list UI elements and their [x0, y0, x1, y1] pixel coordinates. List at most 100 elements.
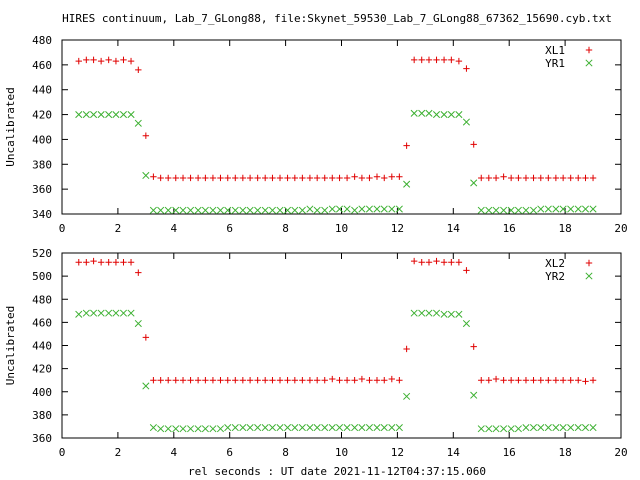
data-point: [425, 109, 433, 117]
data-point: [157, 174, 164, 182]
data-point: [432, 111, 441, 119]
data-point: [328, 424, 336, 432]
data-point: [515, 174, 522, 182]
data-point: [83, 56, 90, 64]
data-point: [112, 111, 120, 119]
y-tick-label: 420: [32, 363, 52, 376]
y-tick-label: 420: [32, 109, 52, 122]
data-point: [194, 174, 202, 182]
data-point: [373, 424, 381, 432]
data-point: [75, 259, 82, 266]
data-point: [261, 174, 269, 182]
x-tick-label: 6: [226, 222, 233, 235]
legend-marker: [585, 46, 593, 54]
data-point: [239, 424, 247, 432]
data-point: [559, 205, 567, 213]
data-point: [544, 205, 552, 213]
x-tick-label: 16: [503, 446, 516, 459]
data-point: [246, 424, 254, 432]
data-point: [284, 424, 292, 432]
data-point: [216, 425, 225, 433]
data-point: [462, 319, 470, 328]
data-point: [514, 206, 522, 214]
data-point: [365, 205, 374, 213]
data-point: [448, 56, 455, 64]
data-point: [157, 206, 165, 214]
data-point: [507, 206, 515, 214]
data-point: [470, 179, 478, 187]
data-point: [194, 425, 202, 433]
x-tick-label: 4: [170, 222, 177, 235]
data-point: [485, 425, 493, 433]
data-point: [559, 424, 567, 432]
data-point: [306, 174, 314, 182]
x-tick-label: 2: [115, 222, 122, 235]
x-tick-label: 4: [170, 446, 177, 459]
data-point: [552, 424, 560, 432]
y-tick-label: 400: [32, 133, 52, 146]
legend-marker: [585, 272, 593, 280]
data-point: [268, 206, 277, 214]
panel-lower: 0 2 4 6 8 10 12 14 16 18 20 360 380 400 420 440 460 480 50…: [4, 247, 628, 459]
data-point: [321, 206, 329, 214]
data-point: [396, 376, 403, 384]
data-point: [150, 376, 157, 384]
data-point: [276, 376, 284, 384]
data-point: [179, 174, 187, 182]
data-point: [418, 259, 425, 266]
data-point: [470, 343, 477, 350]
data-point: [157, 376, 164, 384]
data-point: [343, 376, 351, 384]
data-point: [388, 375, 396, 383]
data-point: [179, 376, 187, 384]
y-tick-label: 340: [32, 208, 52, 221]
data-point: [589, 174, 597, 182]
y-tick-label: 460: [32, 316, 52, 329]
data-point: [157, 425, 165, 433]
data-point: [335, 424, 344, 432]
data-point: [150, 173, 157, 180]
x-tick-label: 16: [503, 222, 516, 235]
data-point: [202, 376, 209, 384]
y-tick-label: 360: [32, 183, 52, 196]
data-point: [336, 174, 343, 182]
data-point: [410, 309, 418, 317]
data-point: [537, 376, 544, 384]
data-point: [575, 174, 582, 182]
y-tick-label: 440: [32, 84, 52, 97]
x-tick-label: 18: [558, 446, 571, 459]
data-point: [335, 205, 344, 213]
data-point: [433, 56, 440, 64]
data-point: [462, 118, 470, 126]
legend-label: XL2: [545, 257, 565, 270]
x-tick-label: 14: [447, 446, 461, 459]
data-point: [552, 376, 560, 384]
data-point: [202, 174, 209, 182]
data-point: [545, 376, 552, 384]
data-point: [276, 206, 284, 214]
plot-frame: [61, 252, 622, 439]
data-point: [567, 205, 575, 213]
data-point: [380, 205, 388, 213]
data-point: [127, 259, 135, 266]
data-point: [90, 56, 97, 64]
data-point: [500, 376, 507, 384]
data-point: [291, 206, 299, 214]
data-point: [276, 174, 284, 182]
x-tick-label: 0: [59, 222, 66, 235]
data-point: [478, 174, 485, 182]
data-point: [201, 425, 209, 433]
x-tick-label: 10: [335, 222, 348, 235]
data-point: [455, 111, 463, 119]
data-point: [172, 174, 179, 182]
x-tick-label: 8: [282, 446, 289, 459]
data-point: [313, 206, 321, 214]
data-point: [507, 425, 515, 433]
data-point: [134, 119, 142, 127]
data-point: [581, 424, 590, 432]
data-point: [447, 111, 455, 119]
y-tick-label: 480: [32, 293, 52, 306]
data-point: [142, 334, 150, 341]
data-point: [410, 56, 418, 64]
data-point: [358, 205, 366, 213]
